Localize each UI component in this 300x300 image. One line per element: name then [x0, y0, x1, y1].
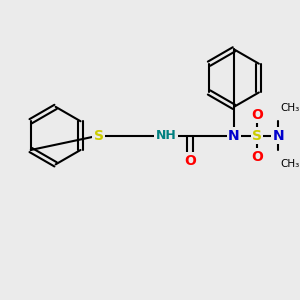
Text: CH₃: CH₃ [280, 159, 299, 169]
Text: S: S [252, 129, 262, 142]
Text: CH₃: CH₃ [280, 103, 299, 112]
Text: O: O [251, 150, 263, 164]
Text: O: O [184, 154, 196, 167]
Text: N: N [272, 129, 284, 142]
Text: NH: NH [155, 129, 176, 142]
Text: S: S [94, 129, 104, 142]
Text: N: N [228, 129, 240, 142]
Text: O: O [251, 107, 263, 122]
